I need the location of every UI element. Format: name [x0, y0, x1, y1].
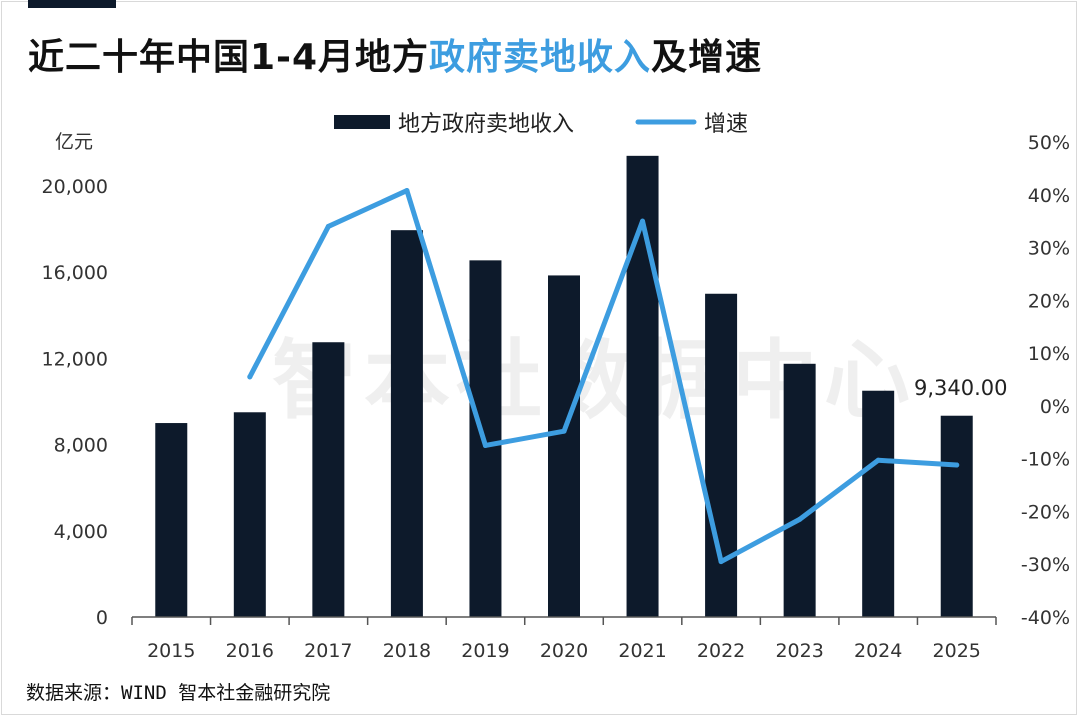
bar-2016	[233, 412, 266, 617]
y-right-tick-label: 30%	[1028, 238, 1070, 260]
bar-series	[155, 155, 973, 618]
x-tick-label-2015: 2015	[147, 640, 195, 662]
x-tick-label-2023: 2023	[775, 640, 823, 662]
bar-2018	[390, 230, 423, 618]
bar-2015	[155, 423, 188, 617]
growth-point-2021	[640, 218, 646, 224]
x-tick-label-2019: 2019	[461, 640, 509, 662]
growth-point-2024	[875, 457, 881, 463]
legend-bar-label: 地方政府卖地收入	[398, 112, 574, 137]
data-label-2025: 9,340.00	[914, 376, 1008, 400]
line-series	[247, 188, 960, 565]
title-part-3: 及增速	[651, 37, 763, 78]
y-right-tick-label: 0%	[1040, 396, 1070, 418]
y-right-tick-label: -10%	[1021, 449, 1070, 471]
y-right-tick-label: 20%	[1028, 290, 1070, 312]
bar-2020	[548, 275, 580, 617]
growth-point-2020	[561, 428, 567, 434]
y-right-tick-label: 10%	[1028, 343, 1070, 365]
growth-point-2017	[325, 223, 331, 229]
bar-2024	[862, 390, 895, 617]
x-tick-label-2017: 2017	[304, 640, 352, 662]
accent-bar	[28, 0, 116, 8]
y-left-tick-label: 16,000	[42, 262, 108, 284]
x-tick-label-2025: 2025	[933, 640, 981, 662]
x-tick-label-2022: 2022	[697, 640, 745, 662]
y-left-tick-label: 8,000	[54, 435, 108, 457]
bar-2022	[705, 293, 738, 617]
legend: 地方政府卖地收入 增速	[334, 112, 748, 137]
x-tick-label-2016: 2016	[226, 640, 274, 662]
legend-line-label: 增速	[704, 112, 748, 137]
annotations: 9,340.00	[914, 376, 1008, 400]
growth-point-2025	[954, 462, 960, 468]
title-part-1: 近二十年中国1-4月地方	[28, 37, 430, 78]
x-tick-label-2024: 2024	[854, 640, 902, 662]
growth-line	[247, 188, 960, 565]
growth-point-2023	[797, 516, 803, 522]
axes: 2015 2016 2017 2018 2019 2020 2021 2022 2023 2024…	[42, 131, 1070, 662]
y-right-tick-label: -30%	[1021, 554, 1070, 576]
growth-point-2016	[247, 374, 253, 380]
y-right-tick-label: 50%	[1028, 132, 1070, 154]
bar-2021	[626, 155, 659, 617]
source-note: 数据来源：WIND 智本社金融研究院	[26, 682, 331, 704]
y-left-tick-label: 12,000	[42, 348, 108, 370]
y-left-tick-label: 0	[96, 607, 108, 629]
x-tick-label-2018: 2018	[383, 640, 431, 662]
bar-2025	[940, 415, 973, 617]
y-left-unit-label: 亿元	[55, 131, 93, 153]
bar-2017	[312, 342, 345, 617]
chart-title: 近二十年中国1-4月地方政府卖地收入及增速	[28, 28, 762, 80]
y-left-tick-label: 20,000	[42, 176, 108, 198]
x-tick-label-2021: 2021	[618, 640, 666, 662]
growth-point-2019	[482, 442, 488, 448]
y-right-tick-label: 40%	[1028, 185, 1070, 207]
title-highlight: 政府卖地收入	[429, 37, 652, 78]
legend-bar-swatch	[334, 115, 390, 129]
y-left-tick-label: 4,000	[54, 521, 108, 543]
bar-2023	[783, 363, 816, 617]
y-right-tick-label: -40%	[1021, 607, 1070, 629]
growth-point-2018	[404, 188, 410, 194]
growth-point-2022	[718, 559, 724, 565]
y-right-tick-label: -20%	[1021, 501, 1070, 523]
x-tick-label-2020: 2020	[540, 640, 588, 662]
